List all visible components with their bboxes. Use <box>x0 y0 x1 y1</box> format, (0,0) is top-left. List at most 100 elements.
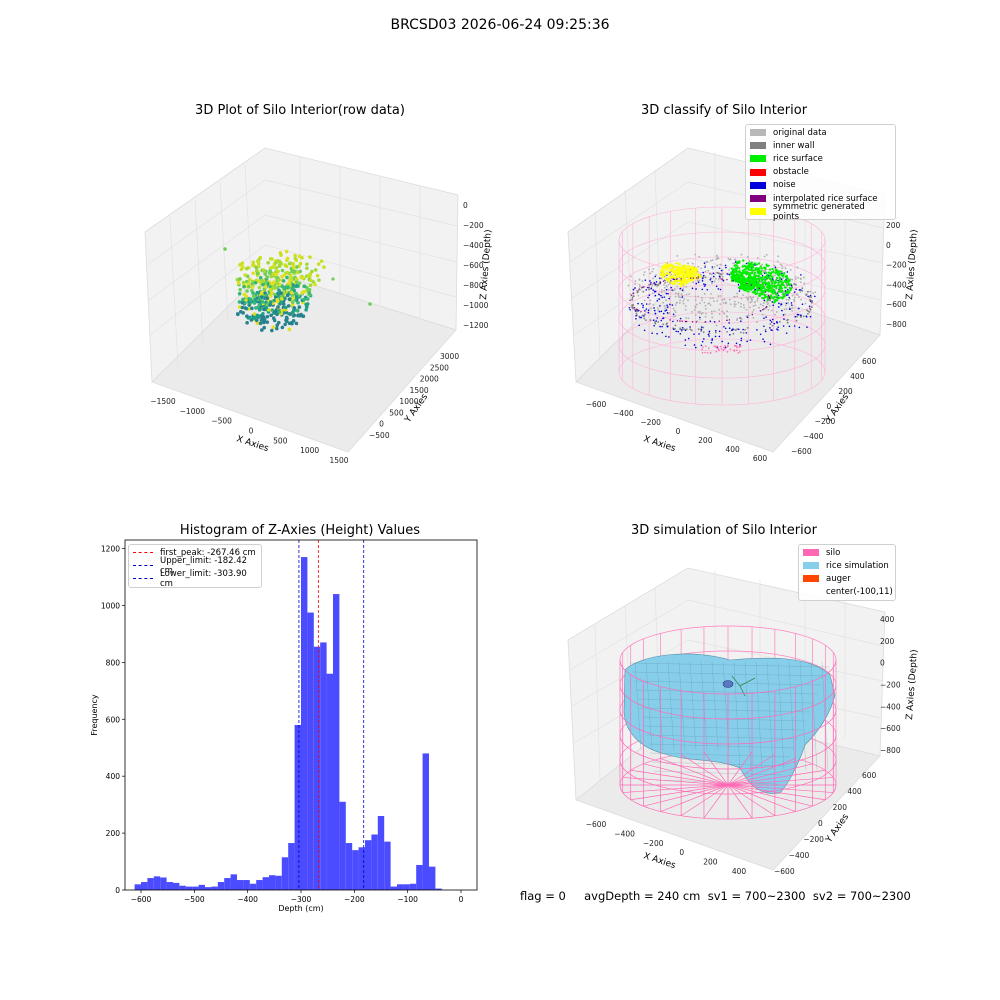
raw-data-point <box>238 309 243 314</box>
noise-point <box>703 283 705 285</box>
inner-wall-point <box>806 290 809 293</box>
noise-point <box>808 305 811 308</box>
legend-label: first_peak: -267.46 cm <box>160 547 256 558</box>
raw-data-point <box>256 264 261 269</box>
rice-mesh-line <box>656 661 664 751</box>
symmetric-point <box>661 265 664 269</box>
original-data-point <box>775 311 778 313</box>
silo-floor-spoke <box>680 784 729 816</box>
noise-point <box>712 275 715 278</box>
original-data-point <box>717 257 720 260</box>
raw-data-point <box>270 282 275 286</box>
raw-data-point <box>289 321 294 325</box>
noise-point <box>728 327 731 330</box>
original-data-point <box>761 313 764 316</box>
original-data-point <box>754 301 756 303</box>
inner-wall-point <box>714 331 717 334</box>
symmetric-point <box>694 276 697 279</box>
inner-wall-point <box>704 276 707 279</box>
noise-point <box>742 328 744 331</box>
noise-point <box>645 308 648 310</box>
noise-point <box>771 329 773 332</box>
inner-wall-point <box>674 324 677 327</box>
original-data-point <box>752 305 755 307</box>
rice-surface-point <box>738 270 741 273</box>
interpolated-point <box>726 278 728 281</box>
histogram-bar <box>352 850 359 890</box>
noise-point <box>782 325 785 327</box>
symmetric-point <box>667 280 670 283</box>
simulation-x-axis-label: X Axies <box>642 851 677 871</box>
classify-y-tick-label: −400 <box>803 432 824 441</box>
rice-mesh-line <box>639 707 811 713</box>
noise-point <box>658 298 661 300</box>
noise-point <box>720 269 723 272</box>
rice-mesh-line <box>810 661 818 771</box>
inner-wall-point <box>702 326 705 329</box>
classify-y-tick-label: −600 <box>791 447 812 456</box>
original-data-point <box>739 305 742 308</box>
symmetric-point <box>683 275 686 278</box>
symmetric-point <box>693 268 697 271</box>
legend-item-silo: silo <box>799 546 895 559</box>
raw-data-point <box>269 290 274 295</box>
histogram-y-axis-label: Frequency <box>90 694 99 736</box>
rice-surface-point <box>773 280 776 284</box>
x-tick-label: −400 <box>237 895 258 904</box>
original-data-point <box>685 285 688 288</box>
rice-surface-point <box>767 285 770 289</box>
silo-floor-spoke <box>622 777 729 786</box>
original-data-point <box>692 281 695 284</box>
original-data-point <box>762 302 765 305</box>
inner-wall-point <box>631 306 634 309</box>
simulation-gridline <box>569 599 689 671</box>
inner-wall-point <box>631 296 634 299</box>
original-data-point <box>650 307 652 310</box>
rice-mesh-line <box>651 761 787 767</box>
histogram-bar <box>333 594 340 890</box>
inner-wall-point <box>685 328 688 331</box>
rice-surface-point <box>738 276 741 280</box>
legend-item-inner-wall: inner wall <box>746 139 895 152</box>
original-data-point <box>657 309 660 312</box>
original-data-point <box>721 272 724 275</box>
symmetric-point <box>686 264 690 268</box>
noise-point <box>659 305 661 307</box>
rice-surface-point <box>757 274 761 277</box>
histogram-x-axis-label: Depth (cm) <box>278 904 323 913</box>
rice-surface-point <box>774 279 778 282</box>
noise-point <box>707 333 710 336</box>
raw-data-point <box>275 326 279 331</box>
raw-data-point <box>269 300 273 304</box>
original-data-point <box>725 302 727 305</box>
y-tick-label: 0 <box>115 886 120 895</box>
raw-data-point <box>297 305 302 309</box>
classify-3d-plot: −600 −400 −200 0 200 400 600 −600 −400 −200 0 200 40… <box>567 147 920 463</box>
raw-data-point <box>294 280 299 285</box>
noise-point <box>790 302 793 304</box>
noise-point <box>777 306 780 308</box>
noise-point <box>668 297 670 300</box>
noise-point <box>703 338 705 340</box>
original-data-point <box>674 315 677 317</box>
raw-data-point <box>269 274 273 279</box>
noise-point <box>671 289 673 291</box>
original-data-point <box>773 274 776 277</box>
original-data-point <box>688 293 691 295</box>
raw-data-point <box>276 278 281 282</box>
classify-y-tick-label: −200 <box>815 417 836 426</box>
inner-wall-point <box>734 329 737 331</box>
histogram-bar <box>345 843 353 890</box>
original-data-point <box>780 264 783 267</box>
interpolated-point <box>653 282 655 285</box>
raw-x-axis-label: X Axies <box>235 434 270 454</box>
original-data-point <box>765 293 768 296</box>
noise-point <box>731 329 733 332</box>
original-data-point <box>762 304 764 307</box>
noise-point <box>663 296 666 298</box>
interpolated-point <box>768 295 770 297</box>
rice-surface-point <box>765 283 769 286</box>
inner-wall-point <box>793 283 796 285</box>
noise-point <box>660 319 663 322</box>
symmetric-point <box>674 271 677 274</box>
